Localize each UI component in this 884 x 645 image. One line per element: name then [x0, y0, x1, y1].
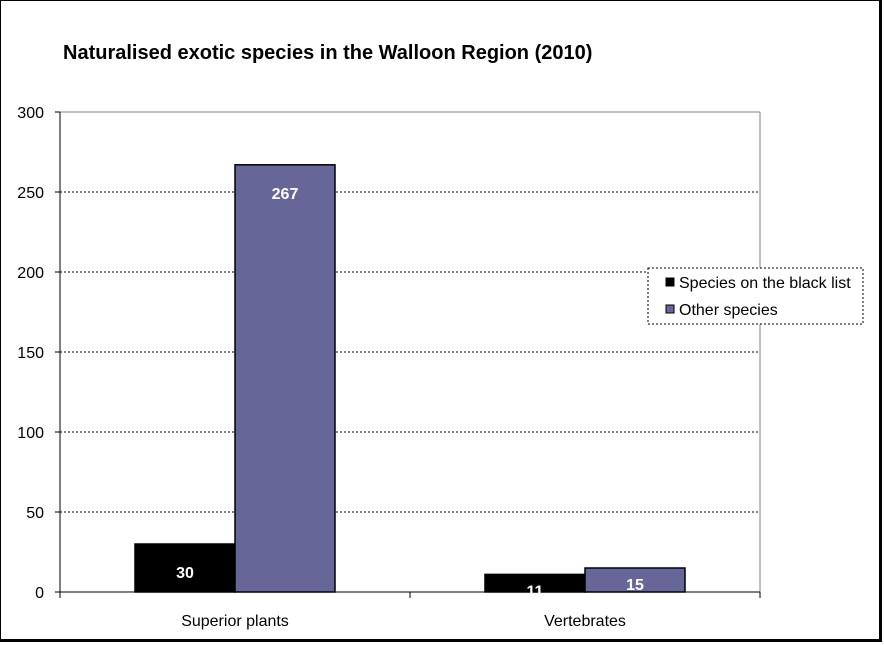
bar-other-species — [584, 567, 686, 593]
legend-box — [647, 267, 864, 325]
y-tick-label: 0 — [35, 585, 44, 602]
bar-other-species — [234, 164, 336, 593]
data-label: 30 — [176, 565, 194, 582]
y-tick-label: 50 — [26, 505, 44, 522]
legend-swatch — [665, 304, 675, 314]
data-label: 15 — [626, 577, 644, 594]
legend: Species on the black list Other species — [647, 267, 864, 325]
legend-label: Other species — [679, 302, 778, 319]
y-tick-label: 200 — [17, 265, 44, 282]
data-label: 267 — [272, 186, 299, 203]
bars — [134, 164, 686, 593]
x-category-label: Superior plants — [181, 613, 289, 630]
data-label: 11 — [527, 583, 544, 600]
legend-swatch — [665, 277, 675, 287]
y-tick-label: 300 — [17, 105, 44, 122]
x-axis-categories: Superior plants Vertebrates — [181, 613, 626, 630]
chart-title: Naturalised exotic species in the Walloo… — [63, 42, 592, 64]
y-tick-label: 100 — [17, 425, 44, 442]
y-axis-ticks: 0 50 100 150 200 250 300 — [17, 105, 44, 602]
y-tick-label: 150 — [17, 345, 44, 362]
y-tick-label: 250 — [17, 185, 44, 202]
legend-label: Species on the black list — [679, 275, 851, 292]
data-labels: 30 267 11 15 — [176, 186, 644, 601]
axes — [55, 111, 761, 598]
x-category-label: Vertebrates — [544, 613, 626, 630]
